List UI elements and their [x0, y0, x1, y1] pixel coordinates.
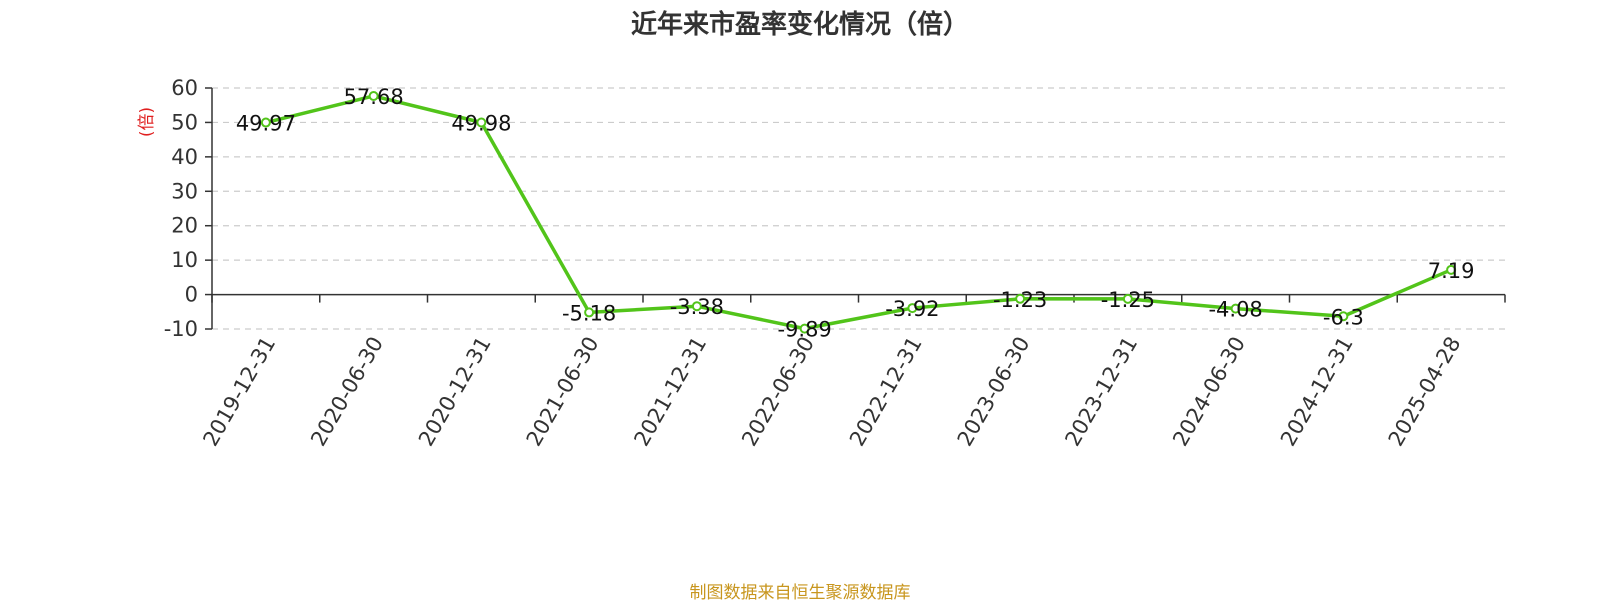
x-tick-label: 2020-12-31: [414, 333, 496, 451]
data-label: -5.18: [562, 301, 616, 325]
data-label: 49.97: [236, 112, 296, 136]
x-tick-label: 2021-06-30: [522, 333, 604, 451]
y-tick-label: 0: [185, 283, 198, 307]
data-point: [1338, 311, 1349, 322]
data-label-layer: 49.97 57.68 49.98 -5.18 -3.38 -9.89 -3.92 -1.23…: [236, 85, 1475, 342]
y-axis-label: (倍): [137, 107, 157, 137]
data-label: -4.08: [1208, 298, 1262, 322]
y-tick-label: 30: [171, 179, 198, 203]
y-axis-ticks: -10 0 10 20 30 40 50 60: [164, 76, 212, 341]
data-point: [368, 90, 379, 101]
series-line: [264, 94, 1453, 331]
grid-layer: [212, 87, 1505, 330]
x-tick-label: 2023-06-30: [953, 333, 1035, 451]
y-tick-label: 60: [171, 76, 198, 100]
x-tick-label: 2022-06-30: [737, 333, 819, 451]
y-tick-label: -10: [164, 317, 198, 341]
data-point: [691, 301, 702, 312]
data-point: [1122, 293, 1133, 304]
data-label: 7.19: [1428, 259, 1475, 283]
data-point: [1446, 264, 1457, 275]
data-point: [907, 303, 918, 314]
data-point: [476, 117, 487, 128]
data-label: -3.38: [670, 295, 724, 319]
data-label: 49.98: [451, 111, 511, 135]
chart-title: 近年来市盈率变化情况（倍）: [630, 10, 969, 40]
data-label: 57.68: [344, 85, 404, 109]
data-label: -6.3: [1323, 305, 1364, 329]
data-point: [1015, 293, 1026, 304]
data-label: -3.92: [885, 297, 939, 321]
x-tick-label: 2020-06-30: [306, 333, 388, 451]
series-layer: [264, 94, 1453, 331]
x-tick-label: 2025-04-28: [1384, 333, 1466, 451]
axis-layer: [211, 88, 1505, 329]
data-label: -1.25: [1101, 288, 1155, 312]
x-tick-label: 2024-12-31: [1276, 333, 1358, 451]
point-layer: [260, 90, 1457, 334]
x-tick-label: 2021-12-31: [629, 333, 711, 451]
data-point: [260, 117, 271, 128]
data-point: [799, 323, 810, 334]
x-tick-label: 2024-06-30: [1168, 333, 1250, 451]
data-label: -9.89: [777, 318, 831, 342]
x-tick-label: 2019-12-31: [198, 333, 280, 451]
data-label: -1.23: [993, 288, 1047, 312]
y-tick-label: 20: [171, 214, 198, 238]
y-tick-label: 10: [171, 248, 198, 272]
data-point: [1230, 303, 1241, 314]
source-note: 制图数据来自恒生聚源数据库: [689, 583, 911, 603]
x-tick-label: 2023-12-31: [1060, 333, 1142, 451]
y-tick-label: 40: [171, 145, 198, 169]
y-tick-label: 50: [171, 110, 198, 134]
x-tick-label: 2022-12-31: [845, 333, 927, 451]
data-point: [584, 307, 595, 318]
